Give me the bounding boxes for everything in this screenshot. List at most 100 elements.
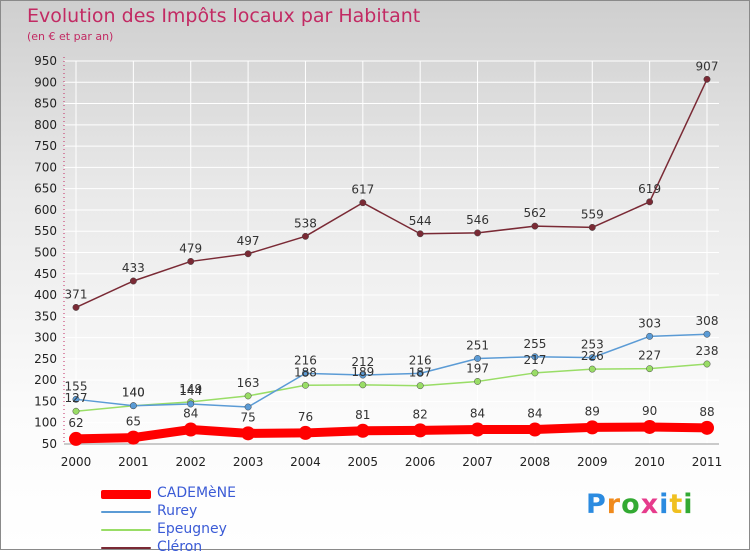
legend-swatch: [101, 529, 151, 531]
data-label: 84: [183, 407, 198, 421]
y-tick-label: 900: [34, 75, 57, 89]
legend-label: Epeugney: [157, 521, 227, 537]
data-label: 227: [638, 349, 661, 363]
data-point: [585, 420, 600, 435]
series-line-epeugney: [75, 363, 708, 412]
data-point: [700, 420, 714, 435]
data-point: [129, 277, 137, 285]
data-label: 253: [581, 338, 604, 352]
y-tick-label: 50: [42, 437, 57, 451]
y-tick-label: 950: [34, 54, 57, 68]
data-label: 538: [294, 216, 317, 230]
data-point: [531, 353, 539, 361]
x-tick-label: 2001: [118, 455, 149, 469]
data-label: 562: [523, 206, 546, 220]
data-point: [302, 369, 309, 377]
data-point: [241, 426, 256, 441]
x-tick-label: 2004: [290, 455, 321, 469]
data-label: 212: [351, 355, 374, 369]
logo-letter: i: [659, 489, 670, 520]
data-label: 82: [413, 407, 428, 421]
data-label: 144: [179, 384, 202, 398]
data-point: [470, 422, 485, 437]
data-label: 308: [696, 314, 719, 328]
data-point: [416, 369, 424, 377]
data-label: 62: [68, 416, 83, 430]
data-point: [129, 402, 137, 410]
data-label: 617: [351, 183, 374, 197]
series-line-rurey: [75, 333, 708, 408]
logo-letter: x: [640, 489, 660, 520]
chart-title: Evolution des Impôts locaux par Habitant: [27, 5, 421, 27]
data-label: 84: [470, 407, 485, 421]
data-point: [126, 430, 141, 445]
data-point: [703, 330, 711, 338]
data-point: [359, 381, 367, 389]
data-label: 479: [179, 241, 202, 255]
data-label: 251: [466, 338, 489, 352]
data-label: 226: [581, 349, 604, 363]
data-label: 188: [294, 365, 317, 379]
data-label: 544: [409, 214, 432, 228]
y-tick-label: 200: [34, 373, 57, 387]
data-point: [187, 257, 195, 265]
data-label: 238: [696, 344, 719, 358]
y-tick-label: 550: [34, 224, 57, 238]
data-point: [359, 199, 367, 207]
legend-label: Cléron: [157, 539, 203, 555]
logo-letter: t: [669, 489, 684, 520]
y-tick-label: 150: [34, 394, 57, 408]
data-label: 65: [126, 415, 141, 429]
y-tick-label: 350: [34, 309, 57, 323]
data-point: [298, 425, 313, 440]
x-tick-label: 2005: [348, 455, 379, 469]
y-tick-label: 500: [34, 246, 57, 260]
data-point: [642, 419, 657, 434]
data-point: [703, 75, 711, 83]
series-line-cademène: [71, 422, 712, 444]
data-label: 619: [638, 182, 661, 196]
data-label: 163: [237, 376, 260, 390]
y-tick-label: 750: [34, 139, 57, 153]
data-point: [531, 369, 539, 377]
data-label: 497: [237, 234, 260, 248]
data-label: 255: [523, 337, 546, 351]
data-point: [474, 229, 481, 237]
data-point: [703, 360, 711, 368]
data-point: [588, 354, 596, 362]
legend-label: CADEMèNE: [157, 485, 236, 501]
data-label: 149: [179, 382, 202, 396]
data-point: [183, 422, 198, 437]
data-label: 189: [351, 365, 374, 379]
data-point: [72, 395, 80, 403]
data-point: [646, 332, 654, 340]
data-point: [527, 422, 542, 437]
data-label: 140: [122, 386, 145, 400]
x-tick-label: 2006: [405, 455, 436, 469]
data-point: [72, 407, 80, 415]
data-point: [416, 230, 424, 238]
x-tick-label: 2008: [520, 455, 551, 469]
data-label: 89: [585, 404, 600, 418]
data-label: 76: [298, 410, 313, 424]
data-label: 433: [122, 261, 145, 275]
x-tick-label: 2002: [175, 455, 206, 469]
data-point: [588, 223, 596, 231]
proxiti-logo: Proxiti: [586, 489, 694, 520]
data-label: 155: [65, 379, 88, 393]
legend-swatch: [101, 511, 151, 513]
x-tick-label: 2000: [61, 455, 92, 469]
data-point: [244, 403, 252, 411]
data-label: 81: [355, 408, 370, 422]
y-tick-label: 100: [34, 416, 57, 430]
data-point: [474, 377, 481, 385]
y-tick-label: 600: [34, 203, 57, 217]
data-point: [413, 423, 428, 438]
data-label: 216: [294, 353, 317, 367]
logo-letter: o: [621, 489, 641, 520]
data-point: [187, 400, 195, 408]
data-label: 197: [466, 361, 489, 375]
data-label: 140: [122, 386, 145, 400]
data-point: [359, 371, 367, 379]
